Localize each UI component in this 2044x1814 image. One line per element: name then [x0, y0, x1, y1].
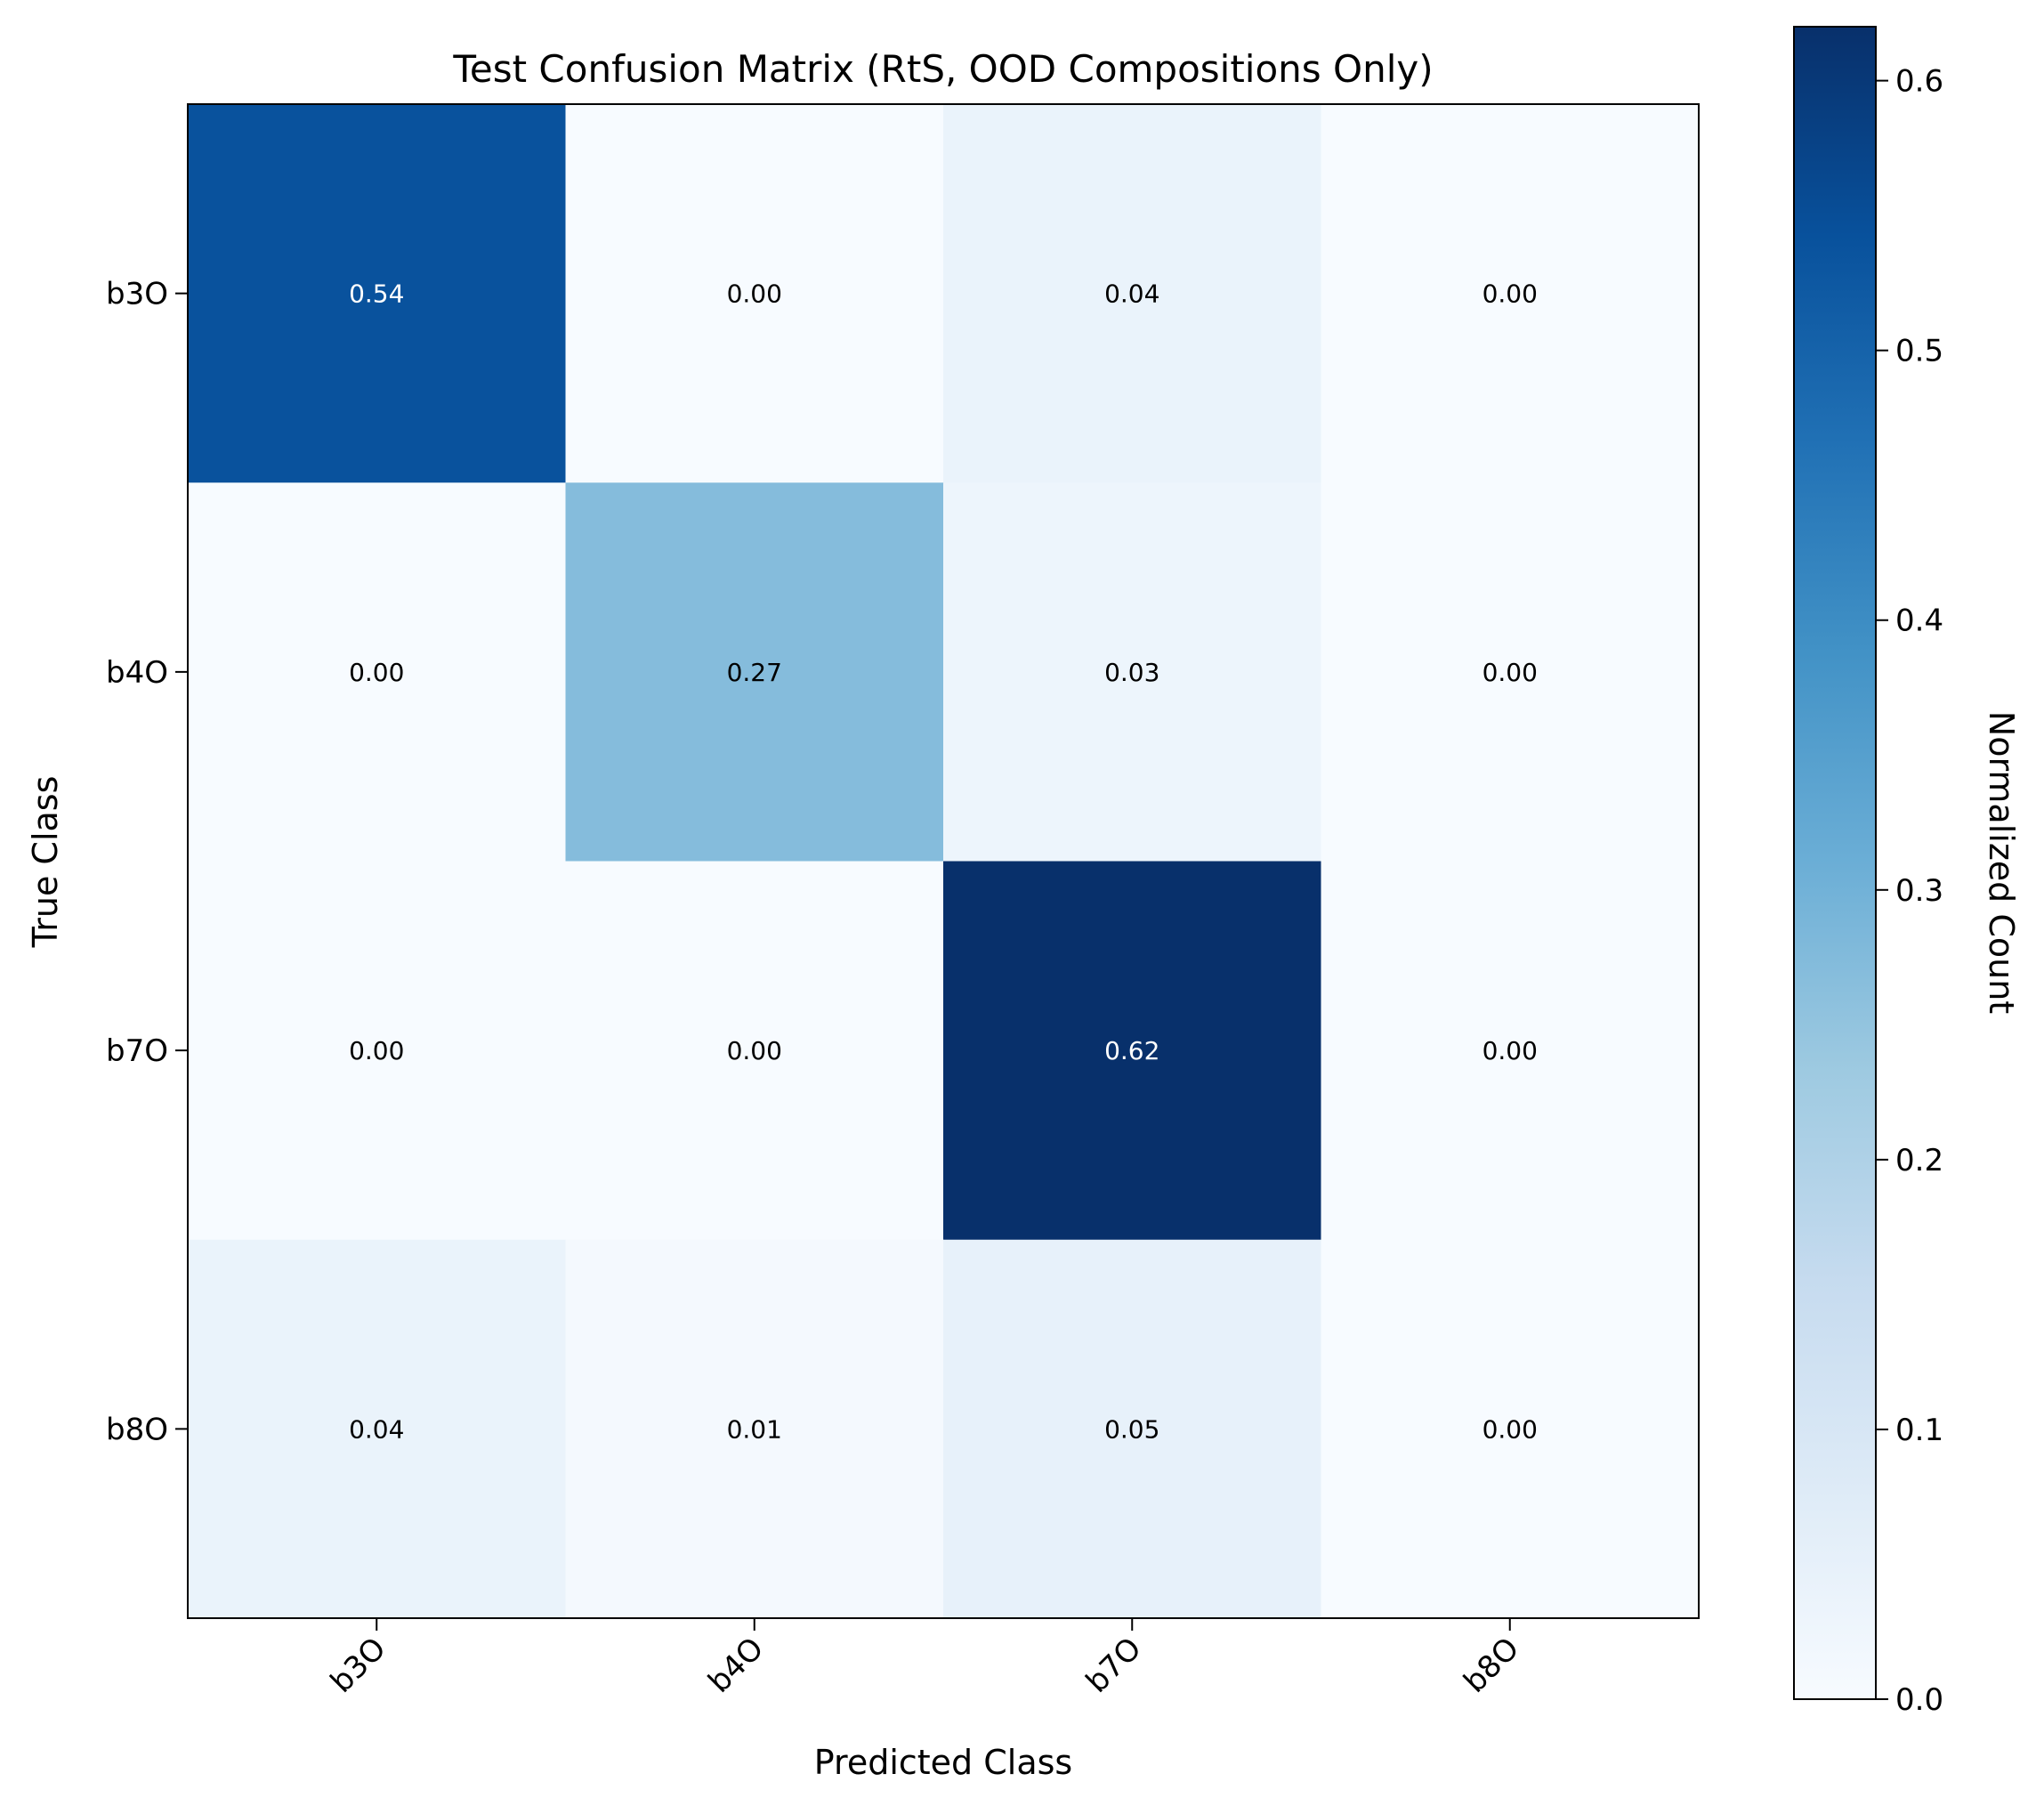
y-axis: b3O b4O b7O b8O — [106, 277, 188, 1447]
heatmap-cell — [943, 1239, 1321, 1619]
cell-value-label: 0.62 — [1104, 1036, 1159, 1065]
heatmap-cell — [565, 861, 944, 1241]
heatmap-cell — [565, 104, 944, 483]
cell-value-label: 0.00 — [727, 279, 782, 309]
y-axis-label: True Class — [26, 776, 65, 949]
heatmap-cell — [1321, 1239, 1700, 1619]
heatmap-cell — [943, 104, 1321, 483]
y-tick-label: b4O — [106, 655, 168, 691]
plot-frame — [187, 103, 1700, 1619]
cell-value-label: 0.54 — [349, 279, 404, 309]
heatmap-cells — [188, 104, 1700, 1619]
colorbar-tick-label: 0.1 — [1895, 1413, 1943, 1448]
cell-value-label: 0.00 — [1483, 658, 1538, 687]
colorbar: 0.0 0.1 0.2 0.3 0.4 0.5 0.6 Normalized Count — [1793, 26, 2021, 1718]
heatmap-cell — [565, 482, 944, 862]
cell-value-label: 0.04 — [349, 1414, 404, 1444]
x-tick-label: b4O — [701, 1631, 771, 1700]
cell-value-label: 0.01 — [727, 1414, 782, 1444]
y-tick-label: b7O — [106, 1033, 168, 1069]
colorbar-gradient — [1794, 27, 1876, 1699]
colorbar-tick-label: 0.6 — [1895, 64, 1943, 100]
x-tick-label: b3O — [324, 1631, 393, 1700]
cell-value-label: 0.00 — [1483, 1036, 1538, 1065]
cell-value-label: 0.27 — [727, 658, 782, 687]
heatmap-cell — [188, 861, 566, 1241]
colorbar-ticks: 0.0 0.1 0.2 0.3 0.4 0.5 0.6 — [1876, 64, 1943, 1718]
x-axis: b3O b4O b7O b8O — [324, 1618, 1526, 1700]
colorbar-tick-label: 0.4 — [1895, 603, 1943, 639]
heatmap-cell — [188, 1239, 566, 1619]
cell-value-label: 0.00 — [349, 658, 404, 687]
cell-value-label: 0.00 — [727, 1036, 782, 1065]
heatmap-cell — [943, 861, 1321, 1241]
heatmap-cell — [565, 1239, 944, 1619]
cell-value-label: 0.00 — [1483, 1414, 1538, 1444]
cell-value-label: 0.05 — [1104, 1414, 1159, 1444]
colorbar-tick-label: 0.2 — [1895, 1143, 1943, 1178]
cell-value-label: 0.00 — [1483, 279, 1538, 309]
x-axis-label: Predicted Class — [814, 1743, 1072, 1782]
colorbar-frame — [1793, 26, 1877, 1700]
colorbar-label: Normalized Count — [1982, 711, 2021, 1014]
heatmap-cell — [943, 482, 1321, 862]
x-tick-label: b8O — [1457, 1631, 1526, 1700]
heatmap-cell — [1321, 104, 1700, 483]
cell-labels: 0.54 0.00 0.04 0.00 0.00 0.27 0.03 0.00 0.00 0.00… — [349, 279, 1538, 1445]
heatmap-cell — [188, 104, 566, 483]
heatmap-cell — [1321, 861, 1700, 1241]
colorbar-tick-label: 0.5 — [1895, 334, 1943, 369]
colorbar-tick-label: 0.0 — [1895, 1682, 1943, 1718]
cell-value-label: 0.00 — [349, 1036, 404, 1065]
y-tick-label: b8O — [106, 1412, 168, 1447]
cell-value-label: 0.03 — [1104, 658, 1159, 687]
cell-value-label: 0.04 — [1104, 279, 1159, 309]
y-tick-label: b3O — [106, 277, 168, 312]
x-tick-label: b7O — [1079, 1631, 1149, 1700]
chart-title: Test Confusion Matrix (RtS, OOD Composit… — [452, 47, 1433, 91]
heatmap-cell — [1321, 482, 1700, 862]
colorbar-tick-label: 0.3 — [1895, 873, 1943, 909]
heatmap-cell — [188, 482, 566, 862]
